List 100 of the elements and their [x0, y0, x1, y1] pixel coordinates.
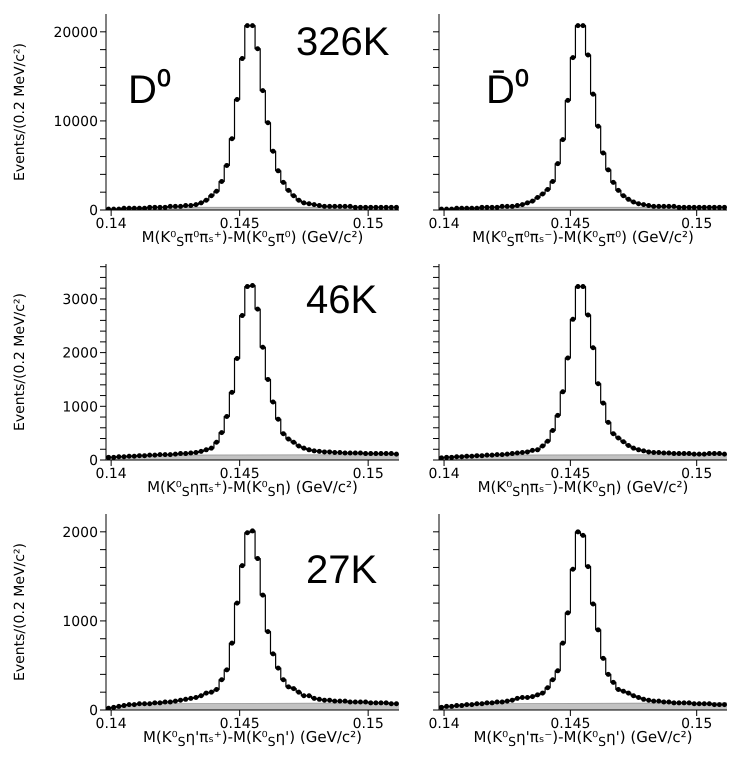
point: [666, 699, 672, 704]
point: [716, 204, 722, 210]
point: [500, 699, 505, 704]
point: [590, 601, 596, 606]
point: [712, 204, 717, 210]
point: [702, 701, 707, 706]
point: [316, 203, 322, 208]
point: [291, 193, 296, 198]
y-tick-label: 3000: [62, 292, 98, 308]
point: [204, 447, 209, 452]
point: [162, 204, 168, 210]
point: [530, 198, 535, 204]
point: [586, 52, 591, 58]
point: [616, 435, 621, 440]
point: [484, 700, 490, 706]
x-tick-label: 0.14: [96, 466, 127, 482]
point: [106, 454, 112, 460]
point: [111, 454, 116, 460]
point: [229, 136, 234, 142]
point: [172, 698, 178, 704]
point: [550, 178, 556, 184]
point: [524, 449, 530, 454]
point: [494, 699, 500, 704]
point: [204, 690, 209, 696]
point: [265, 120, 270, 126]
point: [606, 167, 611, 172]
point: [459, 454, 464, 460]
point: [342, 698, 348, 704]
point: [352, 450, 358, 456]
point: [514, 696, 520, 701]
point: [626, 196, 631, 202]
point: [520, 695, 525, 700]
point: [444, 704, 450, 709]
point: [178, 698, 184, 703]
point: [671, 451, 676, 456]
point: [610, 180, 616, 185]
point: [348, 450, 353, 456]
y-tick-label: 1000: [62, 614, 98, 630]
point: [535, 447, 540, 452]
x-tick-label: 0.14: [428, 216, 460, 232]
point: [682, 451, 687, 456]
point: [706, 204, 712, 210]
point: [469, 454, 474, 459]
point: [580, 284, 586, 290]
point: [312, 448, 317, 454]
point: [384, 451, 389, 456]
annotation: D̄⁰: [486, 68, 529, 112]
point: [504, 204, 510, 209]
point: [255, 556, 260, 562]
y-tick-label: 2000: [62, 524, 98, 541]
point: [224, 162, 230, 168]
point: [337, 204, 342, 209]
point: [570, 316, 576, 322]
point: [286, 188, 291, 193]
point: [126, 454, 132, 459]
y-tick-label: 0: [89, 202, 98, 219]
point: [280, 431, 286, 436]
point: [312, 696, 317, 701]
point: [240, 56, 245, 62]
point: [676, 204, 682, 210]
point: [286, 684, 291, 690]
point: [610, 431, 616, 436]
point: [332, 450, 338, 455]
point: [666, 204, 672, 209]
point: [560, 640, 566, 646]
point: [540, 444, 546, 449]
point: [142, 206, 148, 210]
point: [219, 677, 224, 682]
point: [459, 703, 464, 708]
point: [142, 453, 148, 458]
point: [692, 204, 697, 210]
point: [550, 428, 556, 433]
point: [716, 451, 722, 456]
point: [327, 449, 332, 454]
point: [479, 701, 484, 706]
point: [121, 206, 126, 210]
point: [244, 530, 250, 536]
point: [168, 204, 173, 209]
point: [244, 23, 250, 28]
point: [464, 702, 470, 708]
point: [692, 701, 697, 706]
point: [545, 685, 550, 690]
point: [363, 451, 368, 456]
point: [716, 702, 722, 708]
point: [555, 161, 560, 166]
point: [474, 701, 480, 706]
point: [600, 656, 606, 661]
point: [656, 204, 662, 209]
point: [490, 452, 495, 458]
point: [183, 696, 188, 702]
point: [610, 680, 616, 685]
point: [570, 55, 576, 60]
point: [152, 700, 158, 706]
point: [722, 452, 727, 457]
point: [147, 701, 152, 706]
point: [712, 702, 717, 708]
point: [636, 447, 642, 452]
y-tick-label: 20000: [53, 24, 98, 41]
point: [474, 206, 480, 210]
point: [198, 200, 204, 206]
